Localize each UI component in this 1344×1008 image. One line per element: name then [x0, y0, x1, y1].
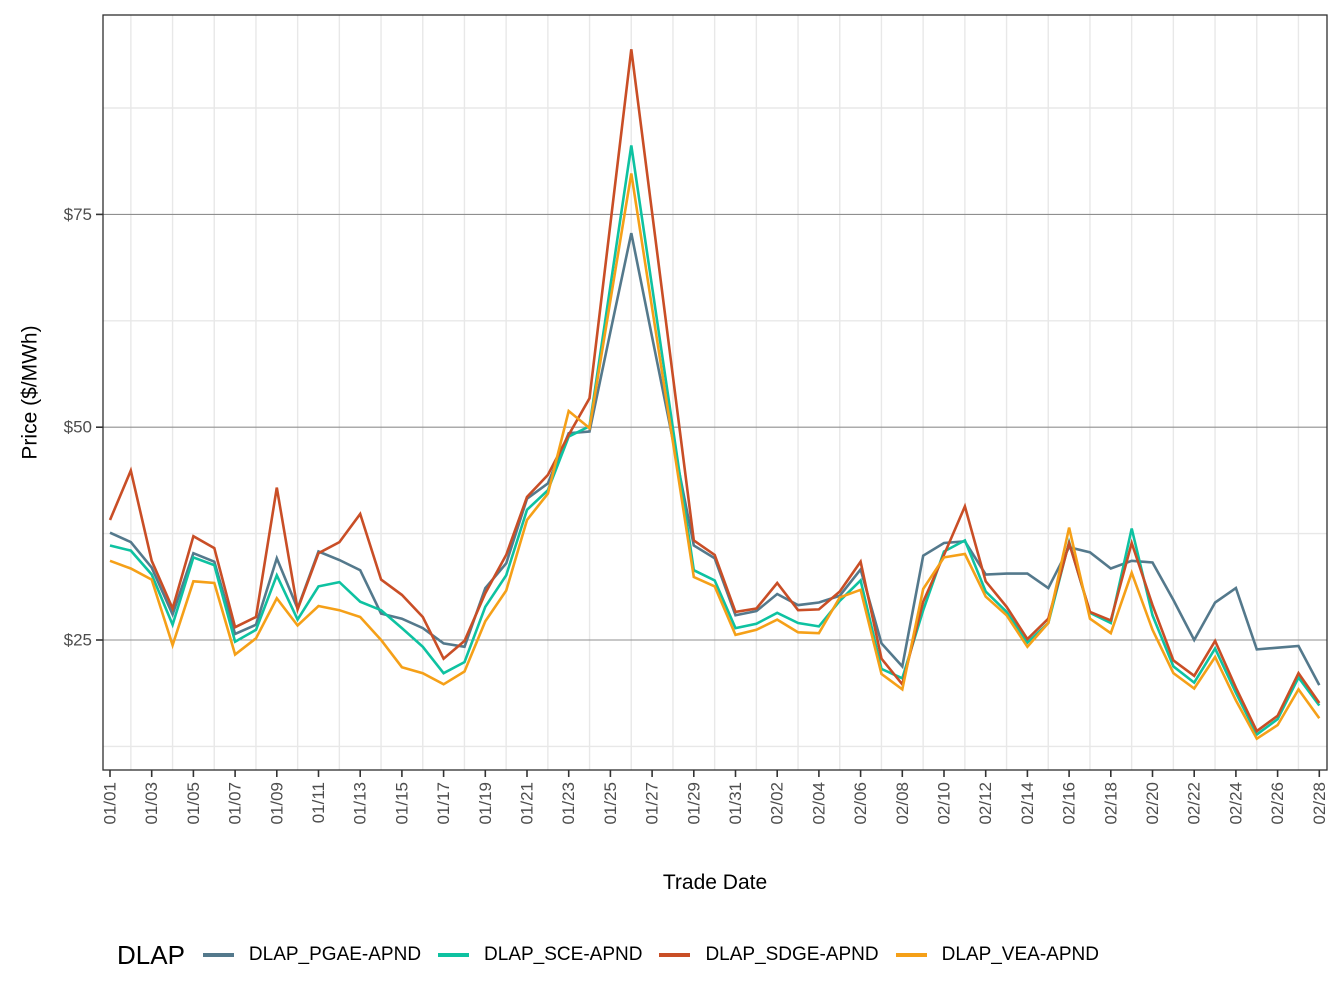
x-tick-label: 02/10 — [935, 782, 954, 825]
y-tick-label: $25 — [64, 631, 92, 650]
x-tick-label: 01/21 — [518, 782, 537, 825]
x-tick-label: 02/26 — [1268, 782, 1287, 825]
legend: DLAP DLAP_PGAE-APND DLAP_SCE-APND DLAP_SDG… — [0, 920, 1344, 990]
x-tick-label: 02/04 — [809, 782, 828, 825]
v-gridlines — [130, 15, 1300, 770]
x-tick-label: 02/18 — [1101, 782, 1120, 825]
x-tick-label: 02/02 — [768, 782, 787, 825]
x-axis-labels: 01/01 01/03 01/05 01/07 01/09 01/11 01/13 01/15… — [101, 782, 1329, 825]
legend-label-DLAP_PGAE-APND: DLAP_PGAE-APND — [248, 944, 422, 965]
x-tick-label: 02/06 — [851, 782, 870, 825]
y-tick-label: $75 — [64, 205, 92, 224]
x-tick-label: 01/17 — [434, 782, 453, 825]
x-tick-label: 01/25 — [601, 782, 620, 825]
legend-item-DLAP_PGAE-APND: DLAP_PGAE-APND — [202, 944, 422, 966]
legend-item-DLAP_SCE-APND: DLAP_SCE-APND — [438, 944, 642, 966]
x-tick-label: 02/12 — [976, 782, 995, 825]
legend-label-DLAP_VEA-APND: DLAP_VEA-APND — [941, 944, 1099, 965]
x-tick-label: 02/24 — [1226, 782, 1245, 825]
legend-item-DLAP_SDGE-APND: DLAP_SDGE-APND — [659, 944, 879, 966]
x-tick-label: 01/29 — [684, 782, 703, 825]
x-tick-label: 02/16 — [1060, 782, 1079, 825]
y-axis-ticks — [96, 213, 103, 641]
legend-label-DLAP_SDGE-APND: DLAP_SDGE-APND — [705, 944, 879, 965]
y-axis-labels: $25 $50 $75 — [64, 205, 92, 650]
legend-swatch-DLAP_VEA-APND — [895, 953, 927, 957]
x-tick-label: 02/14 — [1018, 782, 1037, 825]
x-tick-label: 01/19 — [476, 782, 495, 825]
x-tick-label: 01/11 — [309, 782, 328, 823]
x-tick-label: 01/31 — [726, 782, 745, 825]
series-line-DLAP_SDGE-APND — [108, 49, 1321, 734]
legend-label-DLAP_SCE-APND: DLAP_SCE-APND — [484, 944, 643, 965]
x-axis-ticks — [109, 770, 1321, 777]
y-tick-label: $50 — [64, 418, 92, 437]
h-major-gridlines — [103, 213, 1327, 641]
legend-items: DLAP_PGAE-APND DLAP_SCE-APND DLAP_SDGE-APN… — [202, 944, 1116, 966]
x-tick-label: 01/03 — [142, 782, 161, 825]
x-tick-label: 01/13 — [351, 782, 370, 825]
legend-swatch-DLAP_SDGE-APND — [659, 953, 691, 957]
legend-title: DLAP — [117, 939, 185, 970]
x-tick-label: 01/01 — [101, 782, 120, 825]
legend-item-DLAP_VEA-APND: DLAP_VEA-APND — [895, 944, 1099, 966]
x-tick-label: 01/05 — [184, 782, 203, 825]
series-line-DLAP_VEA-APND — [109, 173, 1321, 741]
legend-swatch-DLAP_PGAE-APND — [202, 953, 234, 957]
x-tick-label: 01/27 — [643, 782, 662, 825]
legend-swatch-DLAP_SCE-APND — [438, 953, 470, 957]
price-chart-svg: 01/01 01/03 01/05 01/07 01/09 01/11 01/13 01/15… — [19, 14, 1329, 894]
y-axis-title: Price ($/MWh) — [19, 325, 42, 459]
x-tick-label: 01/09 — [267, 782, 286, 825]
x-tick-label: 01/23 — [559, 782, 578, 825]
x-tick-label: 02/28 — [1310, 782, 1329, 825]
x-tick-label: 01/15 — [392, 782, 411, 825]
x-tick-label: 02/22 — [1185, 782, 1204, 825]
x-tick-label: 02/08 — [893, 782, 912, 825]
x-tick-label: 01/07 — [226, 782, 245, 825]
x-axis-title: Trade Date — [663, 871, 767, 894]
x-tick-label: 02/20 — [1143, 782, 1162, 825]
panel-border — [102, 14, 1328, 771]
series-lines — [108, 49, 1321, 741]
